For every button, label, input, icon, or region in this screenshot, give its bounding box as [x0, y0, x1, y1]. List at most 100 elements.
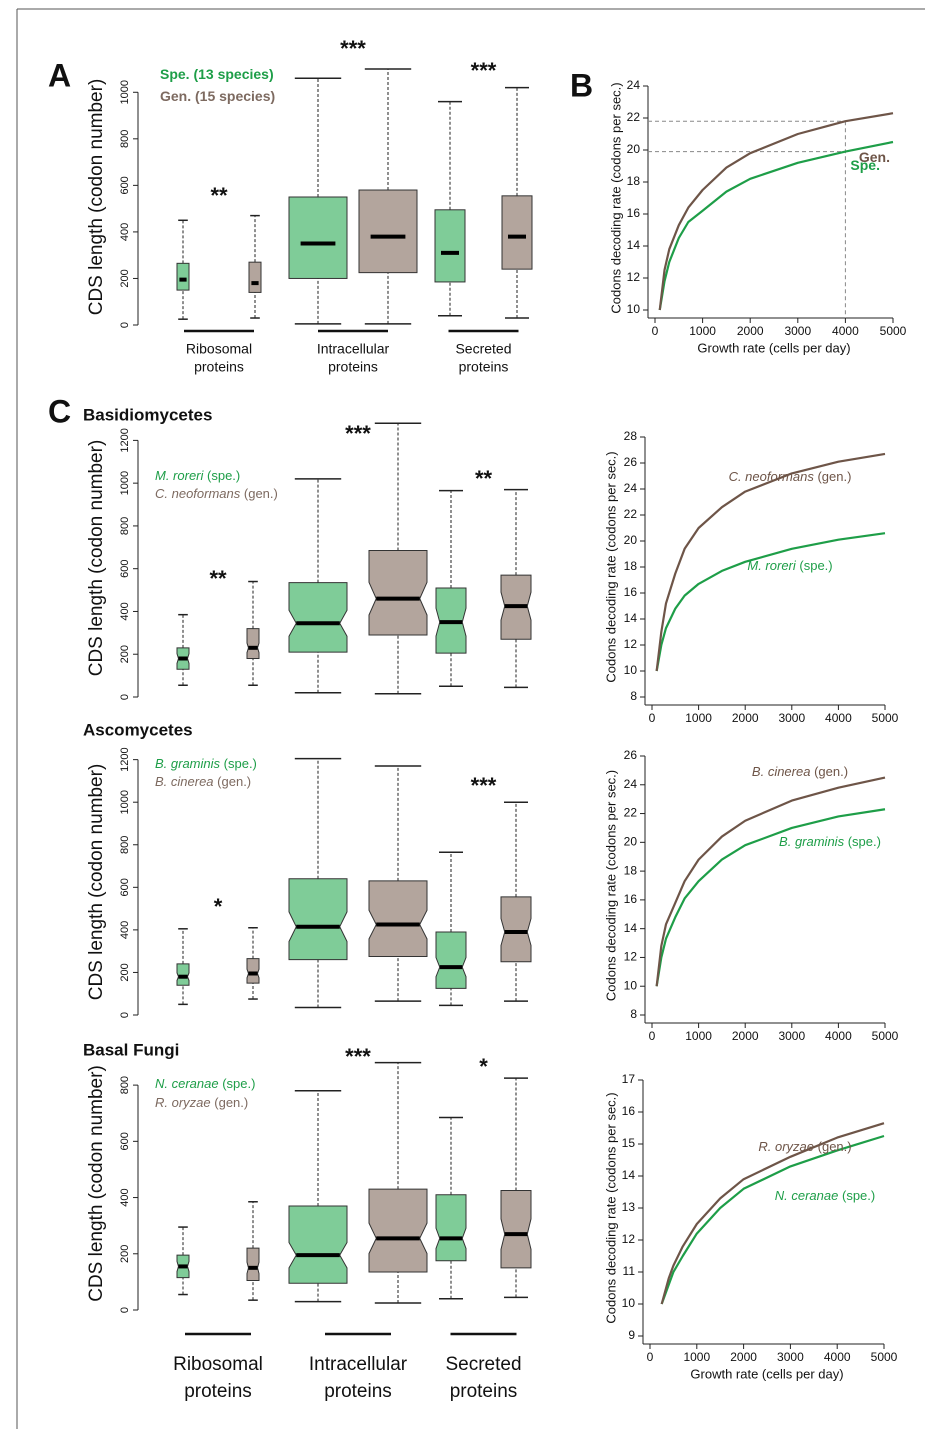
- y-tick-label: 9: [628, 1328, 635, 1342]
- series-label: R. oryzae (gen.): [155, 1095, 248, 1110]
- series-tag: (gen.): [244, 486, 278, 501]
- series-line: [655, 532, 886, 672]
- series-tag: (gen.): [818, 1139, 852, 1154]
- y-tick-label: 22: [627, 110, 641, 124]
- y-tick-label: 12: [622, 1232, 636, 1246]
- x-tick-label: 5000: [872, 1029, 899, 1043]
- y-tick-label: 20: [624, 533, 638, 547]
- series-tag: (spe.): [222, 1076, 255, 1091]
- significance: ***: [340, 36, 366, 61]
- significance: **: [475, 466, 493, 491]
- y-tick-label: 10: [622, 1296, 636, 1310]
- x-tick-label: 4000: [825, 1029, 852, 1043]
- section-title: Basidiomycetes: [83, 405, 212, 424]
- y-tick-label: 15: [622, 1136, 636, 1150]
- y-tick-label: 18: [624, 559, 638, 573]
- panel-letter: C: [48, 393, 71, 429]
- series-tag: (gen.): [214, 1095, 248, 1110]
- y-tick-label: 17: [622, 1072, 636, 1086]
- category-label: proteins: [450, 1381, 518, 1402]
- series-label: B. cinerea (gen.): [752, 764, 848, 779]
- y-tick-label: 600: [119, 878, 131, 896]
- y-tick-label: 14: [627, 238, 641, 252]
- category-label: proteins: [184, 1381, 252, 1402]
- series-name: M. roreri: [747, 558, 797, 573]
- x-tick-label: 0: [649, 711, 656, 725]
- y-tick-label: 800: [119, 517, 131, 535]
- series-tag: (spe.): [224, 756, 257, 771]
- y-tick-label: 0: [119, 1307, 131, 1313]
- series-label: B. graminis (spe.): [779, 834, 881, 849]
- x-tick-label: 4000: [832, 324, 859, 338]
- series-name: R. oryzae: [758, 1139, 814, 1154]
- series-name: B. graminis: [779, 834, 845, 849]
- y-tick-label: 800: [119, 836, 131, 854]
- y-tick-label: 22: [624, 806, 638, 820]
- series-line: [658, 140, 894, 311]
- y-tick-label: 0: [119, 322, 131, 328]
- y-tick-label: 400: [119, 602, 131, 620]
- series-tag: (gen.): [814, 764, 848, 779]
- category-label: proteins: [194, 359, 244, 375]
- x-tick-label: 1000: [685, 1029, 712, 1043]
- box: [368, 550, 428, 636]
- y-tick-label: 26: [624, 455, 638, 469]
- y-tick-label: 24: [627, 78, 641, 92]
- x-tick-label: 4000: [824, 1350, 851, 1364]
- category-label: proteins: [324, 1381, 392, 1402]
- box: [501, 195, 533, 270]
- significance: ***: [345, 1044, 371, 1069]
- y-tick-label: 11: [623, 1264, 636, 1278]
- series-name: B. cinerea: [155, 774, 214, 789]
- y-tick-label: 12: [624, 950, 638, 964]
- y-tick-label: 14: [624, 611, 638, 625]
- x-tick-label: 2000: [730, 1350, 757, 1364]
- y-tick-label: 10: [627, 302, 641, 316]
- y-tick-label: 28: [624, 429, 638, 443]
- x-tick-label: 1000: [683, 1350, 710, 1364]
- y-tick-label: 14: [624, 921, 638, 935]
- y-tick-label: 13: [622, 1200, 636, 1214]
- box: [434, 209, 466, 283]
- category-label: proteins: [459, 359, 509, 375]
- y-axis-label: Codons decoding rate (codons per sec.): [603, 1092, 618, 1323]
- category-label: Ribosomal: [186, 341, 252, 357]
- series-name: Spe. (13 species): [160, 66, 274, 82]
- x-tick-label: 0: [652, 324, 659, 338]
- box: [176, 963, 190, 986]
- series-name: N. ceranae: [155, 1076, 219, 1091]
- y-tick-label: 12: [624, 637, 638, 651]
- box: [246, 628, 260, 660]
- box: [176, 262, 190, 291]
- series-name: B. cinerea: [752, 764, 811, 779]
- y-tick-label: 8: [630, 689, 637, 703]
- y-tick-label: 8: [630, 1007, 637, 1021]
- box: [368, 1188, 428, 1273]
- category-label: Ribosomal: [173, 1354, 263, 1375]
- series-label: Gen.: [859, 149, 890, 165]
- y-axis-label: CDS length (codon number): [86, 440, 107, 677]
- panel-letter: B: [570, 67, 593, 103]
- y-tick-label: 400: [119, 921, 131, 939]
- y-tick-label: 14: [622, 1168, 636, 1182]
- y-tick-label: 600: [119, 176, 131, 194]
- x-axis-label: Growth rate (cells per day): [690, 1366, 843, 1381]
- panel-letter: A: [48, 57, 71, 93]
- series-label: B. graminis (spe.): [155, 756, 257, 771]
- series-tag: (gen.): [817, 469, 851, 484]
- x-tick-label: 1000: [685, 711, 712, 725]
- y-axis-label: CDS length (codon number): [86, 79, 107, 316]
- series-name: Gen. (15 species): [160, 88, 275, 104]
- series-name: C. neoformans: [729, 469, 815, 484]
- x-tick-label: 3000: [784, 324, 811, 338]
- x-tick-label: 4000: [825, 711, 852, 725]
- series-label: M. roreri (spe.): [155, 468, 240, 483]
- box: [246, 1247, 260, 1281]
- y-tick-label: 22: [624, 507, 638, 521]
- box: [288, 1205, 348, 1284]
- section-title: Ascomycetes: [83, 720, 193, 739]
- y-tick-label: 1200: [119, 428, 131, 452]
- y-tick-label: 400: [119, 223, 131, 241]
- y-tick-label: 16: [624, 585, 638, 599]
